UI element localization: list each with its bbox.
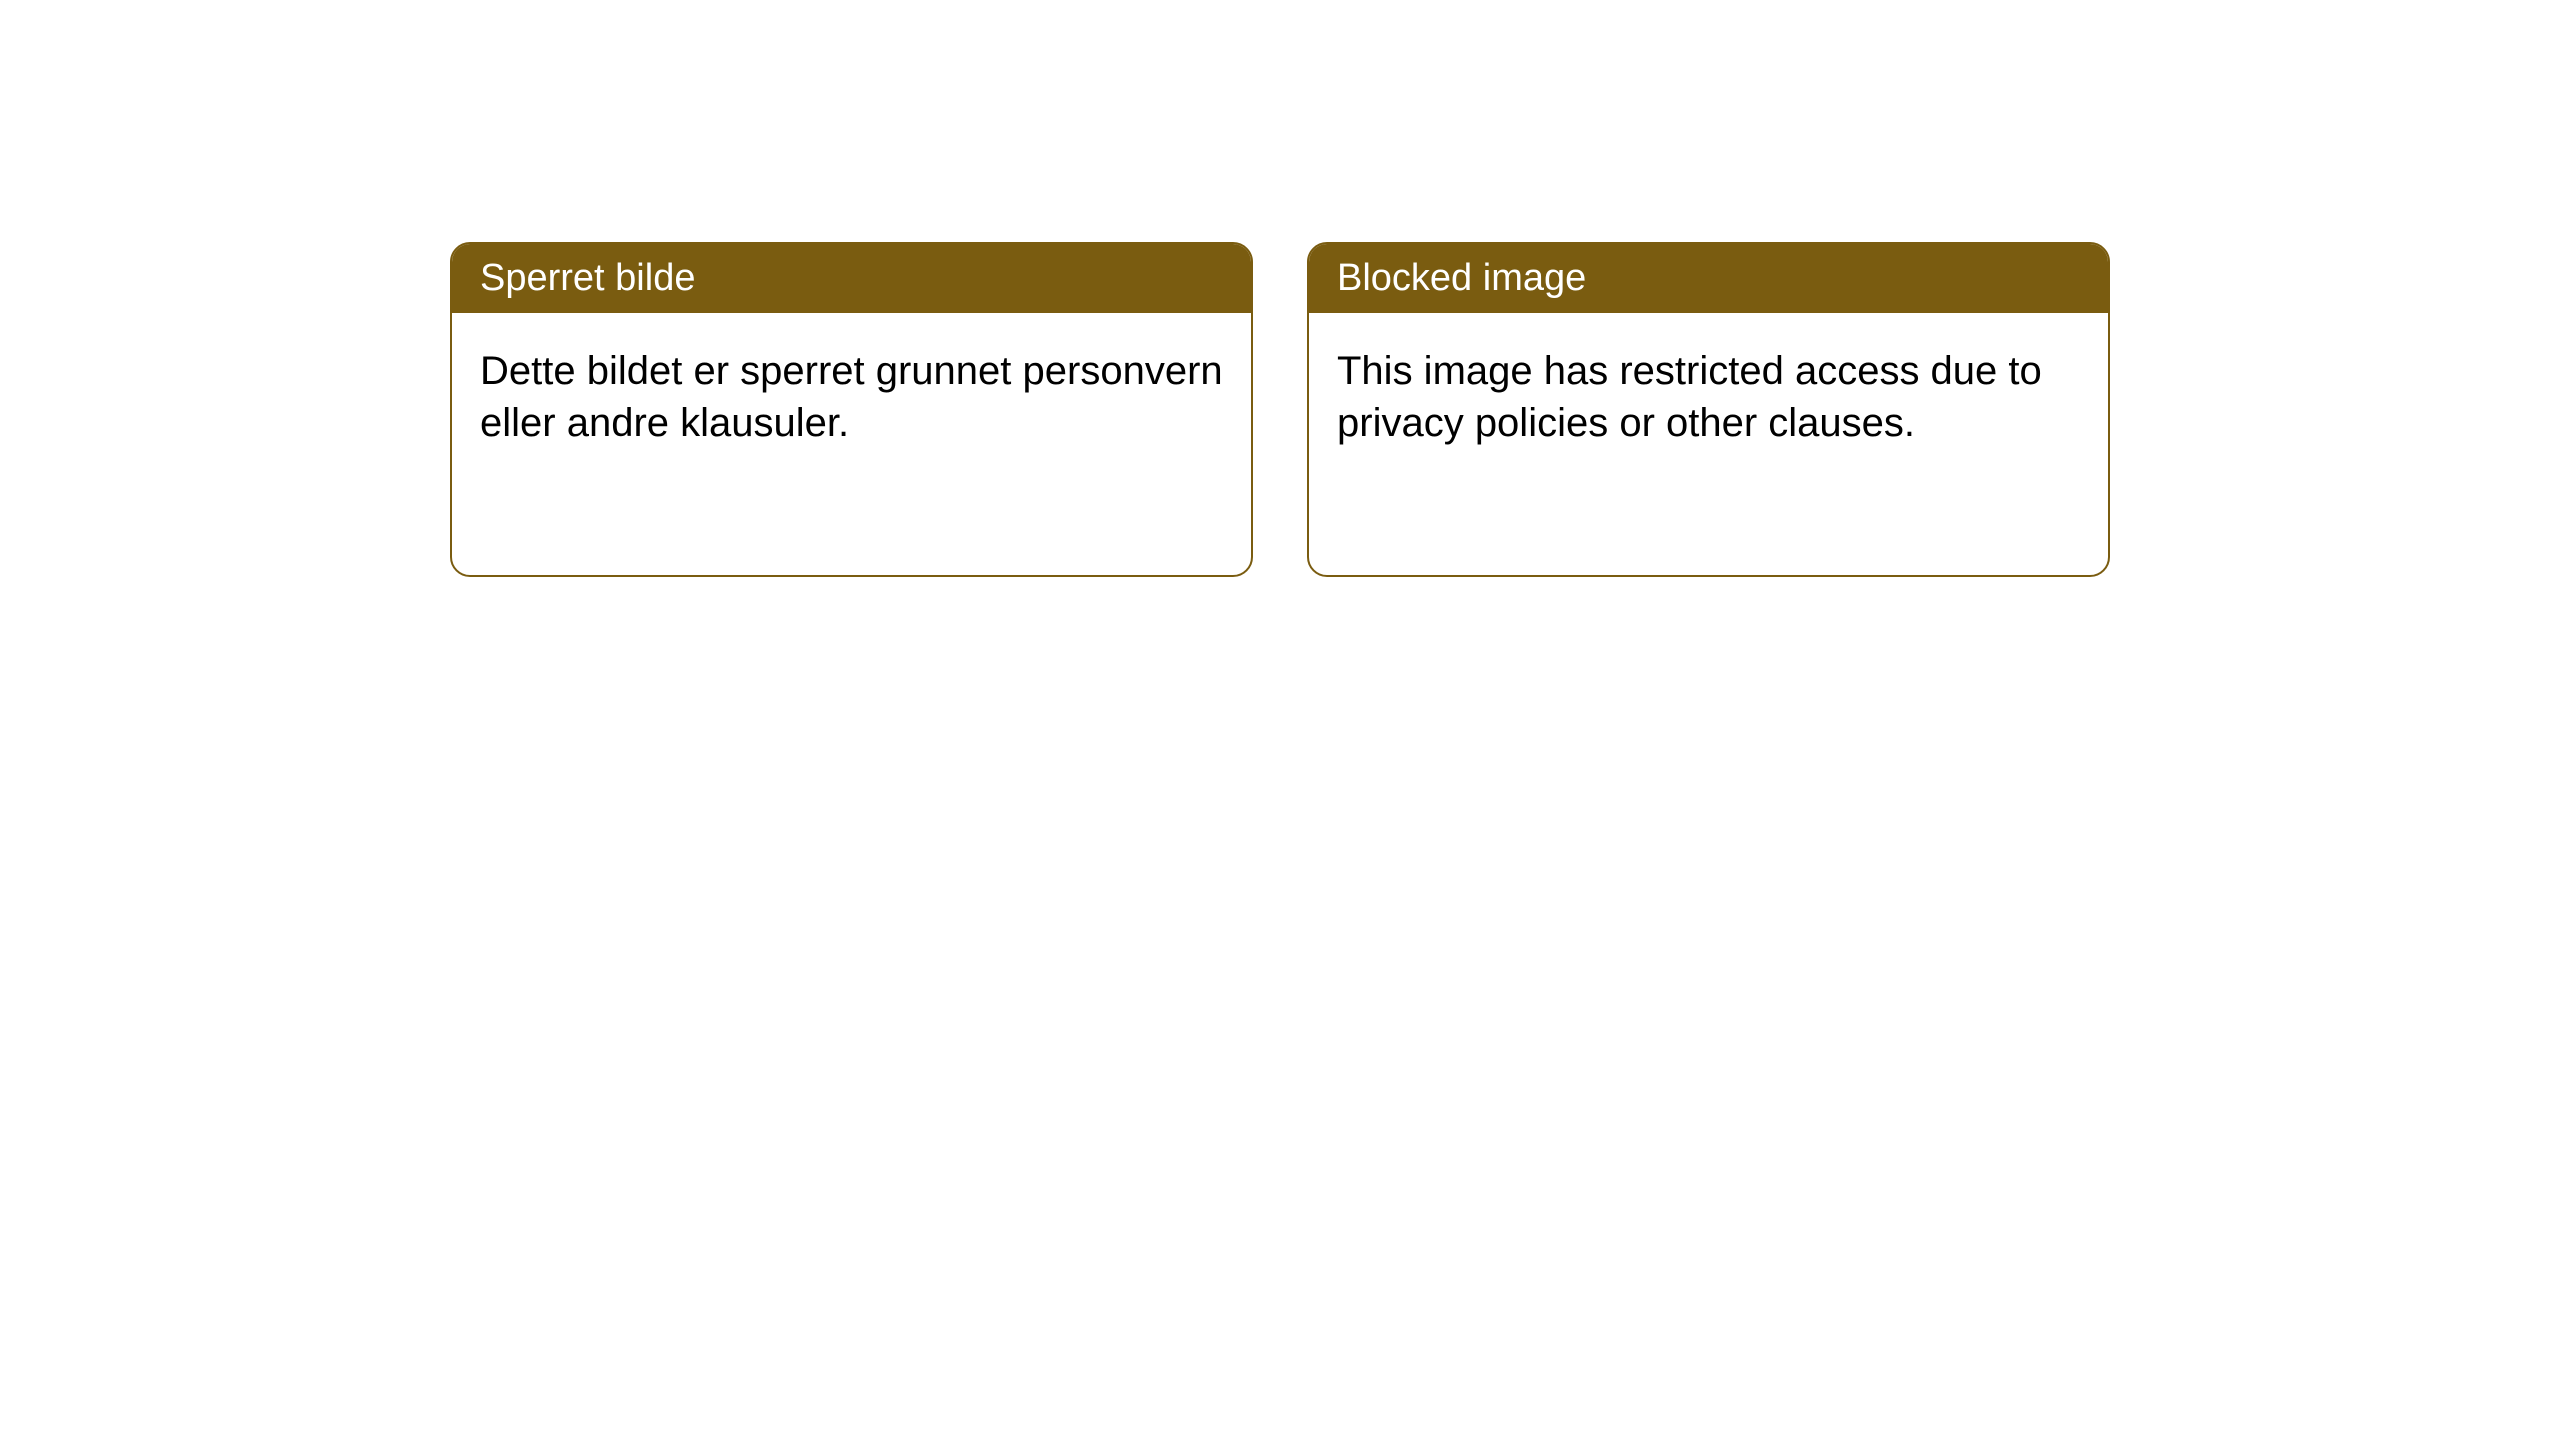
notice-card-english: Blocked image This image has restricted … [1307,242,2110,577]
card-header-norwegian: Sperret bilde [452,244,1251,313]
card-body-english: This image has restricted access due to … [1309,313,2108,481]
card-body-norwegian: Dette bildet er sperret grunnet personve… [452,313,1251,481]
card-text-english: This image has restricted access due to … [1337,349,2042,445]
card-header-english: Blocked image [1309,244,2108,313]
card-text-norwegian: Dette bildet er sperret grunnet personve… [480,349,1223,445]
card-title-norwegian: Sperret bilde [480,257,695,299]
notice-container: Sperret bilde Dette bildet er sperret gr… [450,242,2110,577]
card-title-english: Blocked image [1337,257,1586,299]
notice-card-norwegian: Sperret bilde Dette bildet er sperret gr… [450,242,1253,577]
